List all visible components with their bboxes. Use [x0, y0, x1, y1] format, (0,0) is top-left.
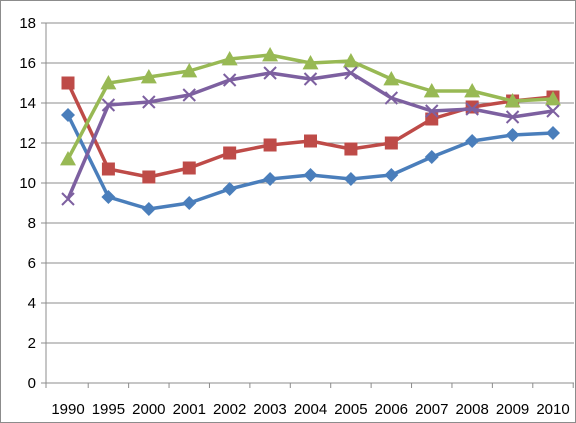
series-2-point — [304, 134, 317, 148]
y-tick-label: 4 — [28, 295, 36, 312]
series-3-point — [262, 47, 279, 62]
x-tick-label: 2009 — [496, 401, 529, 418]
series-4-point — [222, 73, 237, 87]
series-4-point — [303, 72, 318, 86]
series-1-point — [141, 202, 156, 216]
x-tick-label: 2006 — [375, 401, 408, 418]
series-4 — [61, 66, 560, 206]
series-3-point — [342, 53, 359, 68]
series-1-point — [182, 196, 197, 210]
series-3-point — [60, 151, 76, 166]
series-1-line — [66, 114, 554, 211]
series-3-point — [100, 75, 117, 90]
x-tick-label: 2000 — [132, 401, 165, 418]
series-3-point — [464, 83, 481, 98]
y-tick-label: 14 — [19, 95, 36, 112]
x-tick-label: 2010 — [536, 401, 569, 418]
gridlines — [46, 22, 574, 344]
y-tick-label: 2 — [28, 335, 36, 352]
series-group — [60, 47, 561, 216]
series-2-line — [66, 82, 554, 179]
axes — [41, 22, 574, 388]
series-2-point — [263, 138, 277, 152]
series-1-point — [222, 182, 237, 196]
series-1-point — [465, 134, 480, 148]
y-tick-label: 0 — [28, 375, 36, 392]
x-tick-label: 1990 — [51, 401, 84, 418]
series-2-point — [425, 112, 439, 126]
series-3-point — [221, 51, 238, 66]
series-4-point — [425, 104, 439, 118]
series-1-point — [343, 172, 358, 186]
x-tick-label: 2001 — [173, 401, 206, 418]
x-tick-label: 2007 — [415, 401, 448, 418]
series-1-point — [303, 168, 318, 182]
series-4-point — [182, 88, 196, 102]
y-tick-label: 10 — [19, 175, 36, 192]
series-4-point — [344, 66, 358, 80]
series-1 — [61, 108, 560, 216]
series-1-point — [61, 108, 75, 122]
series-4-point — [384, 91, 399, 105]
series-4-point — [263, 66, 277, 80]
series-4-point — [546, 104, 560, 118]
series-2-point — [101, 162, 115, 176]
y-tick-label: 8 — [28, 215, 36, 232]
series-4-point — [142, 95, 156, 109]
x-tick-label: 2004 — [294, 401, 327, 418]
y-tick-label: 6 — [28, 255, 36, 272]
series-4-point — [61, 192, 75, 206]
series-3 — [60, 47, 561, 166]
series-2-point — [344, 142, 358, 156]
series-2-point — [61, 76, 75, 90]
series-4-point — [465, 102, 479, 116]
series-1-point — [546, 126, 560, 140]
x-tick-label: 2002 — [213, 401, 246, 418]
y-axis-tick-labels: 0 2 4 6 8 10 12 14 16 18 — [19, 15, 36, 392]
y-tick-label: 18 — [19, 15, 36, 32]
series-3-point — [504, 93, 521, 108]
series-3-point — [423, 83, 440, 98]
y-tick-label: 12 — [19, 135, 36, 152]
series-3-point — [302, 55, 319, 70]
x-tick-label: 1995 — [92, 401, 125, 418]
series-2 — [61, 76, 560, 184]
series-1-point — [101, 190, 116, 204]
series-3-point — [140, 69, 157, 84]
series-2-point — [182, 161, 196, 175]
series-2-point — [142, 170, 156, 184]
series-1-point — [384, 168, 399, 182]
x-tick-label: 2005 — [334, 401, 367, 418]
series-1-point — [424, 150, 439, 164]
series-4-point — [101, 98, 116, 112]
series-3-point — [545, 91, 561, 106]
x-tick-label: 2008 — [455, 401, 488, 418]
series-2-point — [223, 146, 237, 160]
y-tick-label: 16 — [19, 55, 36, 72]
x-tick-label: 2003 — [253, 401, 286, 418]
series-1-point — [263, 172, 278, 186]
series-3-point — [181, 63, 198, 78]
series-4-point — [505, 110, 520, 124]
series-1-point — [505, 128, 520, 142]
x-axis-tick-labels: 1990 1995 2000 2001 2002 2003 2004 2005 2006 2007… — [51, 401, 569, 418]
series-2-point — [384, 136, 398, 150]
series-3-point — [383, 71, 400, 86]
